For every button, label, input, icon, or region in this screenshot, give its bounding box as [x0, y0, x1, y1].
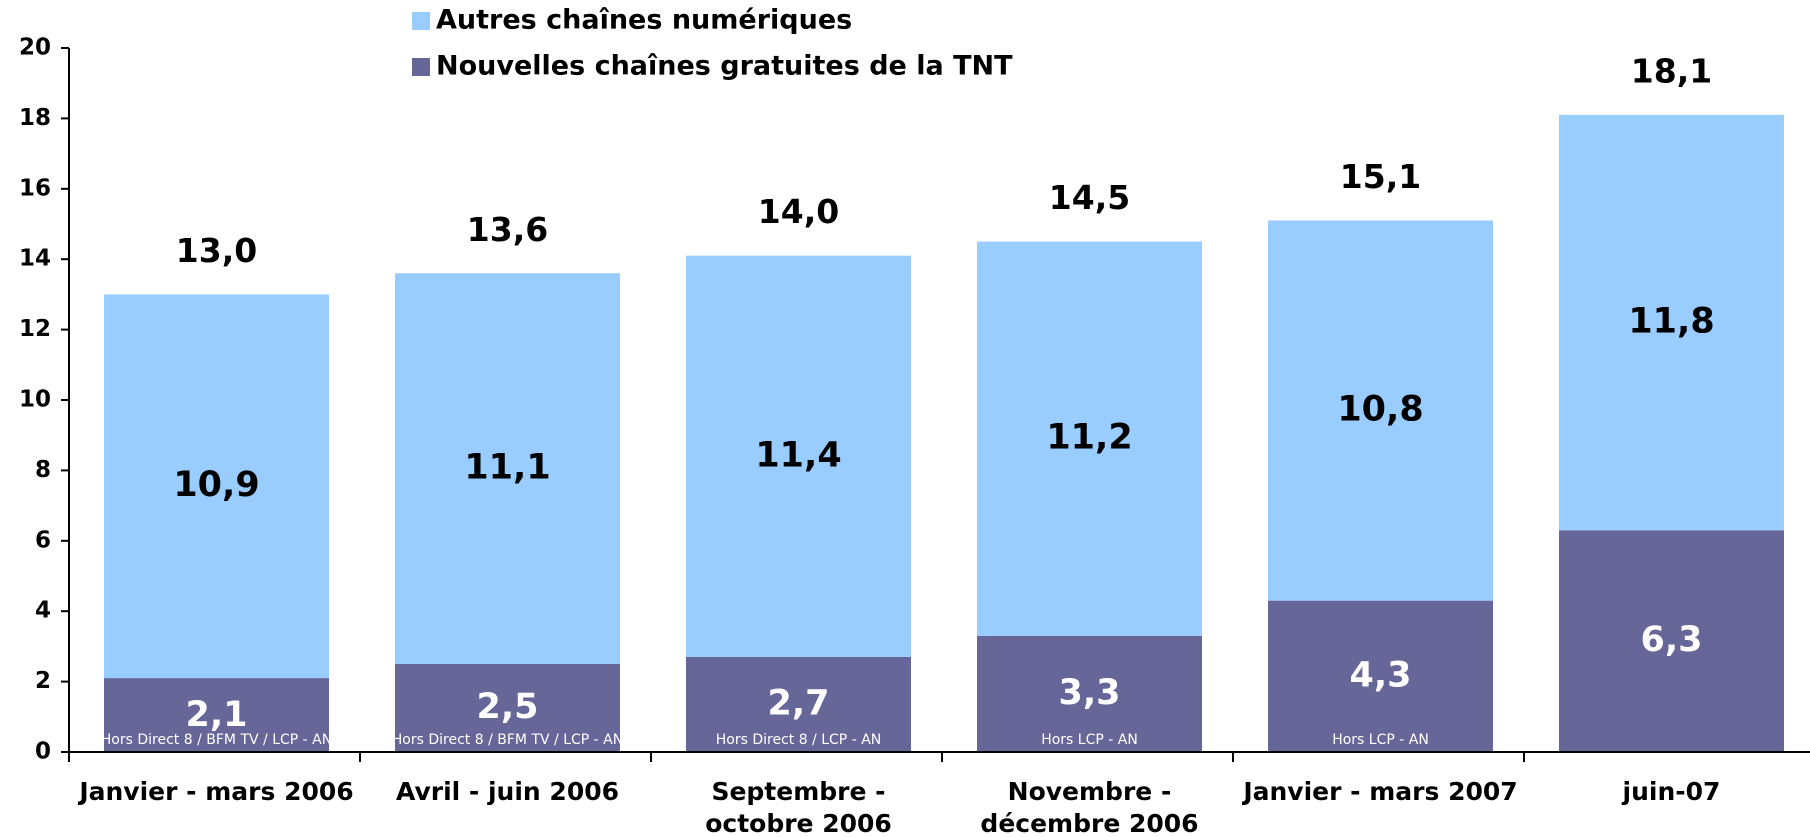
total-label: 18,1 [1631, 51, 1712, 90]
y-tick-label: 12 [19, 316, 51, 342]
bar-segment [686, 255, 911, 657]
total-label: 15,1 [1340, 157, 1421, 196]
y-tick-label: 20 [19, 35, 51, 61]
value-label: 3,3 [1058, 673, 1120, 713]
total-label: 14,0 [758, 192, 839, 231]
note: Hors Direct 8 / BFM TV / LCP - AN [392, 732, 623, 748]
x-tick-label: Janvier - mars 2007 [1243, 777, 1518, 806]
y-tick-label: 2 [35, 668, 51, 694]
x-tick-label: Janvier - mars 2006 [79, 777, 354, 806]
legend-swatch [412, 58, 430, 76]
y-tick-label: 4 [35, 598, 51, 624]
value-label: 10,8 [1337, 390, 1423, 430]
y-tick-label: 16 [19, 175, 51, 201]
total-label: 13,6 [467, 210, 548, 249]
bar-segment [104, 294, 329, 679]
value-label: 10,9 [173, 465, 259, 505]
total-label: 13,0 [176, 231, 257, 270]
value-label: 6,3 [1640, 620, 1702, 660]
note: Hors Direct 8 / BFM TV / LCP - AN [101, 732, 332, 748]
bar-segment [977, 241, 1202, 636]
legend-swatch [412, 12, 430, 30]
y-tick-label: 10 [19, 387, 51, 413]
legend-label: Nouvelles chaînes gratuites de la TNT [436, 51, 1013, 82]
y-tick-label: 8 [35, 457, 51, 483]
bar-segment [1559, 530, 1784, 752]
value-label: 2,5 [476, 687, 538, 727]
total-label: 14,5 [1049, 178, 1130, 217]
value-label: 11,2 [1046, 418, 1132, 458]
bar-segment [1559, 114, 1784, 531]
x-tick-label: juin-07 [1622, 777, 1721, 806]
y-tick-label: 18 [19, 105, 51, 131]
legend-label: Autres chaînes numériques [436, 5, 852, 36]
value-label: 2,7 [767, 683, 829, 723]
x-tick-label: Novembre - décembre 2006 [980, 777, 1199, 837]
y-tick-label: 14 [19, 246, 51, 272]
bar-segment [395, 664, 620, 752]
bar-segment [104, 678, 329, 752]
value-label: 11,8 [1628, 302, 1714, 342]
y-tick-label: 0 [35, 739, 51, 765]
value-label: 11,1 [464, 448, 550, 488]
x-tick-label: Septembre - octobre 2006 [705, 777, 892, 837]
bar-segment [1268, 600, 1493, 752]
value-label: 11,4 [755, 435, 841, 475]
y-tick-label: 6 [35, 527, 51, 553]
x-tick-label: Avril - juin 2006 [395, 777, 620, 806]
bar-segment [977, 635, 1202, 752]
value-label: 2,1 [185, 695, 247, 735]
note: Hors Direct 8 / LCP - AN [716, 732, 882, 748]
note: Hors LCP - AN [1041, 732, 1138, 748]
bar-segment [1268, 220, 1493, 601]
bar-segment [395, 273, 620, 664]
value-label: 4,3 [1349, 655, 1411, 695]
bar-segment [686, 656, 911, 752]
note: Hors LCP - AN [1332, 732, 1429, 748]
